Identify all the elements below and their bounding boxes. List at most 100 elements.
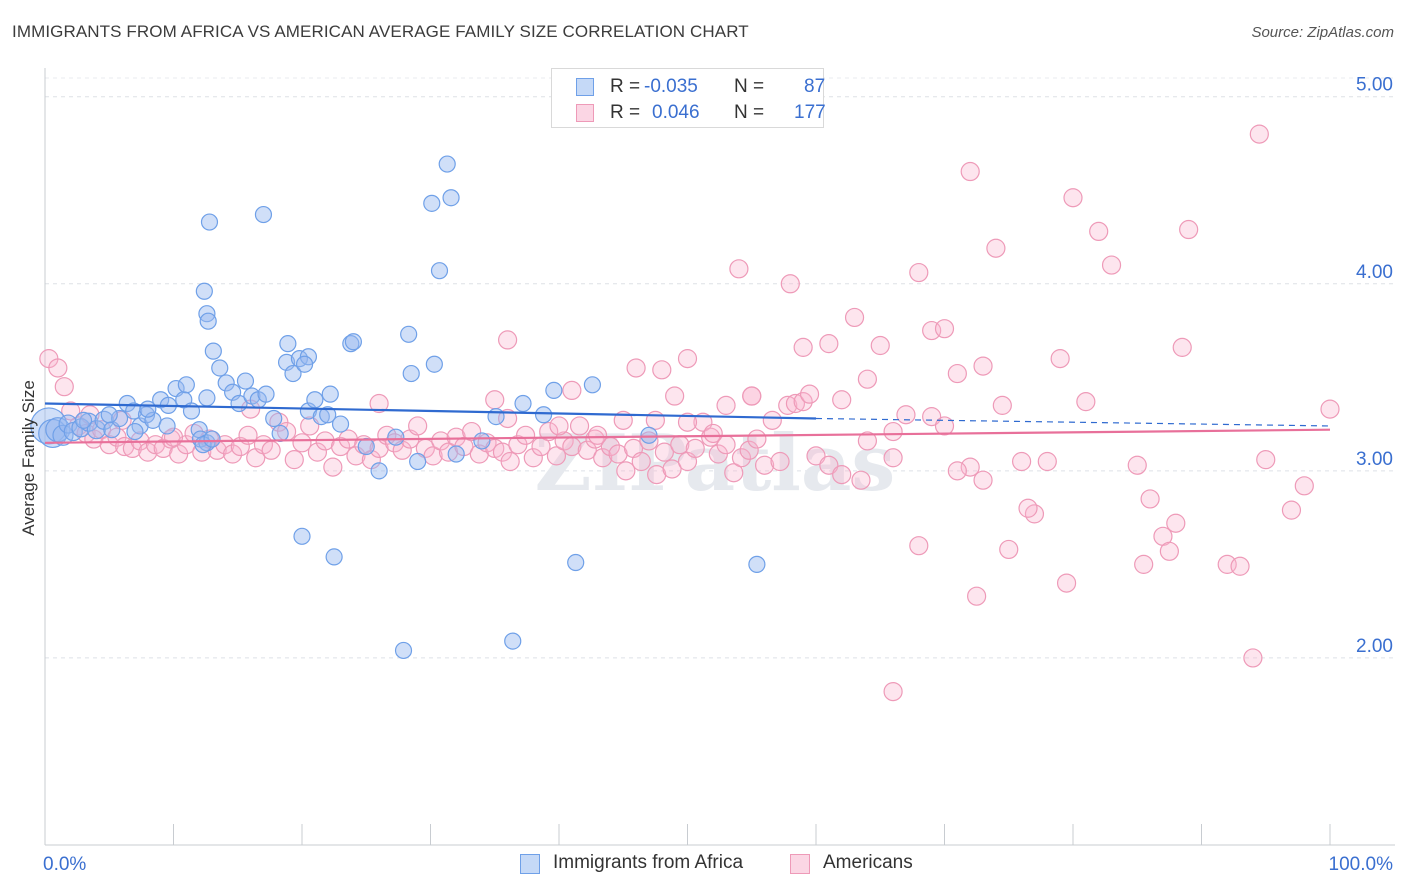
legend-swatch-pink <box>576 104 594 122</box>
americans-point <box>1249 124 1269 144</box>
americans-point <box>999 539 1019 560</box>
africa-point <box>438 155 456 173</box>
americans-point <box>330 436 351 457</box>
americans-point <box>1281 500 1302 520</box>
americans-point <box>593 448 613 468</box>
africa-point <box>504 632 522 650</box>
americans-point <box>922 407 942 427</box>
americans-point <box>762 410 782 430</box>
americans-point <box>1166 513 1186 533</box>
africa-trend-extension <box>815 417 1331 427</box>
legend-r-label: R = <box>610 102 641 123</box>
africa-point <box>430 262 449 280</box>
africa-point <box>204 342 222 360</box>
americans-point <box>577 440 597 460</box>
americans-point <box>742 386 762 406</box>
americans-point <box>1172 337 1192 357</box>
africa-point <box>748 555 766 573</box>
americans-point <box>485 390 505 410</box>
americans-point <box>960 457 980 477</box>
y-tick-label: 2.00 <box>1356 636 1393 657</box>
americans-point <box>1011 451 1032 472</box>
africa-point <box>293 527 311 545</box>
americans-point <box>1056 573 1077 593</box>
americans-point <box>724 463 744 483</box>
chart-title: IMMIGRANTS FROM AFRICA VS AMERICAN AVERA… <box>12 22 749 41</box>
africa-point <box>514 394 532 413</box>
americans-point <box>747 429 767 449</box>
americans-point <box>539 421 559 442</box>
africa-point <box>447 445 465 463</box>
africa-point <box>306 391 324 409</box>
americans-point <box>729 259 749 279</box>
legend-n-label: N = <box>734 76 765 97</box>
americans-point <box>883 448 903 468</box>
africa-point <box>195 282 213 300</box>
americans-point <box>223 444 243 464</box>
americans-point <box>934 319 955 339</box>
americans-point <box>819 334 839 354</box>
africa-point <box>126 422 144 441</box>
americans-point <box>369 393 389 414</box>
americans-point <box>909 536 929 556</box>
legend-n-label: N = <box>734 102 765 123</box>
africa-point <box>271 424 289 443</box>
americans-point <box>1101 255 1122 275</box>
africa-point <box>177 376 195 394</box>
grid-layer <box>45 77 1395 659</box>
americans-point <box>587 425 608 445</box>
y-tick-label: 5.00 <box>1356 75 1393 96</box>
americans-point <box>1256 450 1276 470</box>
legend-swatch-blue <box>576 78 594 96</box>
trend-layer <box>44 402 1331 444</box>
africa-point <box>534 406 553 424</box>
africa-trend-line <box>44 402 817 420</box>
africa-point <box>331 415 350 433</box>
americans-point <box>1243 648 1263 668</box>
y-axis-label: Average Family Size <box>19 380 38 536</box>
africa-point <box>640 426 658 444</box>
africa-point <box>344 333 362 351</box>
africa-point <box>100 406 118 424</box>
americans-point <box>631 451 651 472</box>
americans-point <box>645 410 665 430</box>
americans-point <box>986 238 1006 258</box>
africa-point <box>279 335 297 353</box>
africa-point <box>211 359 229 377</box>
x-tick-label-start: 0.0% <box>43 854 86 875</box>
americans-point <box>498 330 518 350</box>
americans-point <box>844 307 865 328</box>
y-tick-label: 3.00 <box>1356 449 1393 470</box>
points-layer <box>30 124 1340 702</box>
americans-point <box>934 416 955 436</box>
americans-point <box>677 349 698 369</box>
americans-point <box>1050 349 1070 369</box>
legend-r-value: -0.035 <box>644 76 698 97</box>
africa-point <box>473 432 491 450</box>
africa-point <box>342 335 360 353</box>
americans-point <box>739 440 759 460</box>
africa-point <box>52 424 74 446</box>
africa-point <box>257 385 275 403</box>
americans-point <box>799 384 820 404</box>
africa-point <box>198 389 216 407</box>
africa-point <box>567 553 585 572</box>
africa-point <box>394 641 413 660</box>
legend-n-value: 87 <box>804 76 826 97</box>
americans-point <box>947 363 967 384</box>
americans-point <box>1294 476 1314 496</box>
americans-point <box>230 436 250 457</box>
americans-point <box>1134 554 1154 574</box>
americans-point <box>703 423 723 444</box>
americans-point <box>883 681 903 702</box>
americans-point <box>99 435 119 455</box>
africa-point <box>139 400 157 418</box>
africa-point <box>442 189 460 207</box>
africa-point <box>199 312 217 330</box>
americans-trend-line <box>44 428 1331 444</box>
americans-point <box>677 412 698 432</box>
americans-point <box>1089 221 1109 241</box>
africa-point <box>425 355 443 373</box>
americans-point <box>662 459 682 479</box>
